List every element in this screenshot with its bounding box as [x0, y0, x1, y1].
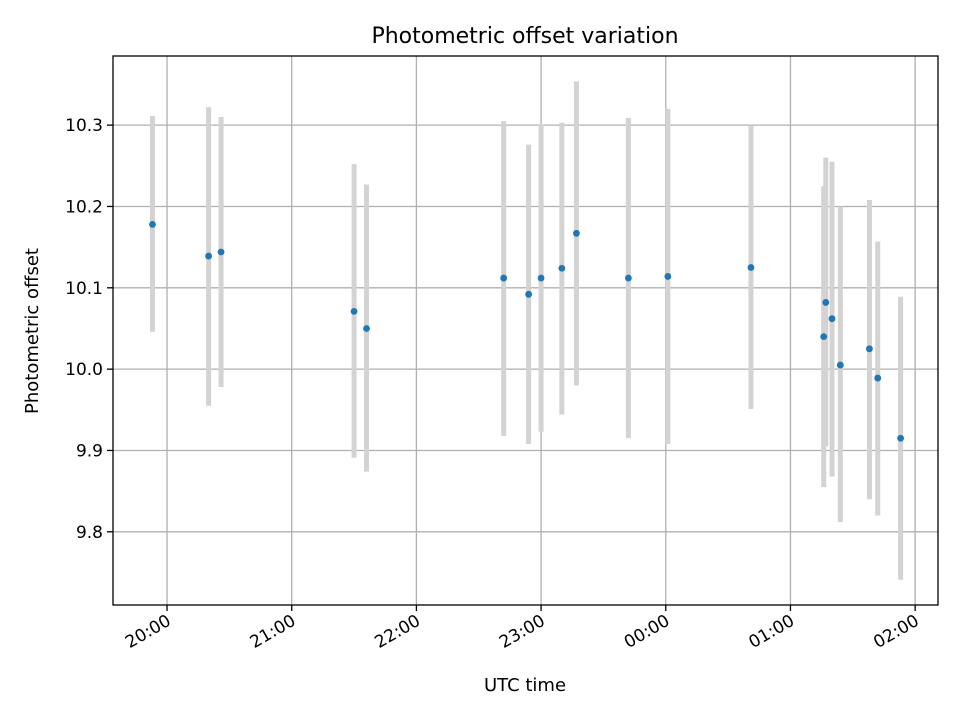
y-tick-label: 10.0 [65, 360, 103, 380]
data-point [664, 273, 672, 280]
y-axis: 9.8 9.9 10.0 10.1 10.2 10.3 [65, 116, 113, 543]
y-axis-label: Photometric offset [22, 248, 43, 414]
data-point [558, 264, 566, 272]
data-point [537, 274, 545, 282]
y-tick-label: 10.1 [65, 279, 103, 299]
data-point [363, 325, 370, 332]
plot-area-frame [112, 55, 939, 606]
data-point [820, 333, 828, 340]
data-point [747, 264, 755, 271]
data-points [149, 220, 904, 442]
y-tick-label: 10.3 [65, 116, 103, 136]
y-tick-label: 10.2 [65, 197, 103, 217]
data-point [205, 252, 212, 260]
data-point [836, 361, 844, 369]
data-point [500, 274, 508, 282]
data-point [217, 248, 225, 256]
data-point [350, 307, 358, 315]
data-point [828, 315, 836, 323]
y-tick-label: 9.9 [76, 441, 103, 461]
data-point [624, 274, 632, 282]
x-axis-label: UTC time [484, 675, 566, 696]
data-point [874, 374, 882, 382]
chart-title: Photometric offset variation [371, 24, 678, 49]
data-point [525, 290, 533, 298]
data-point [897, 434, 904, 442]
data-point [573, 229, 580, 237]
data-point [149, 220, 156, 228]
data-point [866, 345, 873, 353]
data-point [822, 299, 830, 306]
y-tick-label: 9.8 [76, 523, 103, 543]
